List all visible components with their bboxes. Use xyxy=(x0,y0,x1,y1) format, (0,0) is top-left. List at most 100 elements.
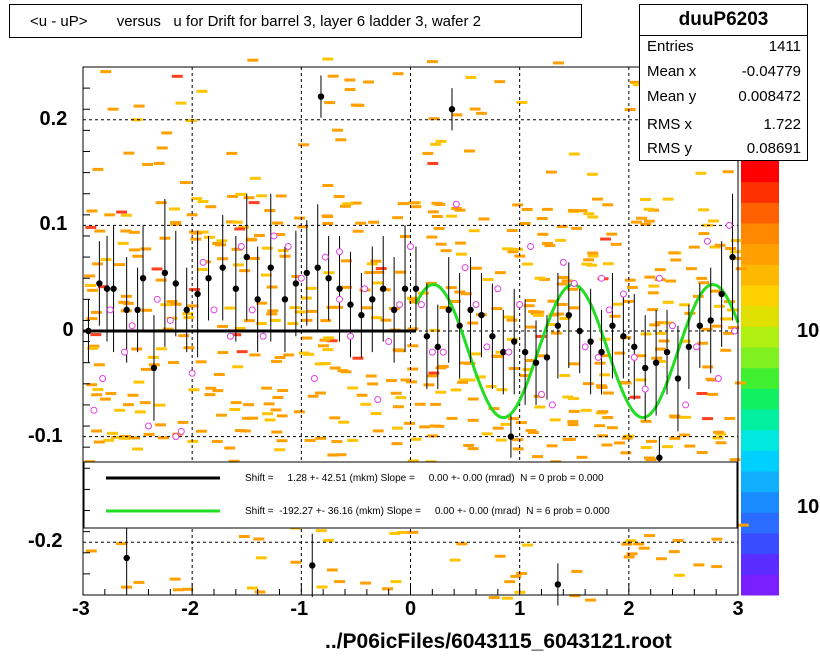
profile-point-filled xyxy=(565,311,572,319)
histogram-cell xyxy=(365,374,377,378)
histogram-cell xyxy=(698,208,709,212)
profile-point-open xyxy=(336,248,344,256)
histogram-cell xyxy=(645,458,657,462)
histogram-cell xyxy=(635,378,647,382)
profile-point-filled xyxy=(219,264,226,271)
source-file-label: ../P06icFiles/6043115_6043121.root xyxy=(325,630,672,653)
z-scale-cell xyxy=(741,264,779,286)
stats-value: -0.04779 xyxy=(741,63,801,80)
histogram-cell xyxy=(104,213,116,217)
histogram-cell xyxy=(332,128,343,132)
histogram-cell xyxy=(356,393,368,397)
histogram-cell xyxy=(143,432,155,436)
histogram-cell xyxy=(721,317,733,321)
histogram-cell xyxy=(373,270,385,274)
histogram-cell xyxy=(553,312,565,316)
profile-point-filled xyxy=(652,359,660,366)
histogram-cell xyxy=(640,419,652,423)
histogram-cell xyxy=(451,206,463,210)
histogram-cell xyxy=(679,339,691,343)
profile-point-filled xyxy=(729,253,736,261)
histogram-cell xyxy=(182,312,194,316)
profile-point-filled xyxy=(390,306,398,314)
profile-point-open xyxy=(494,285,502,293)
histogram-cell xyxy=(344,78,356,82)
profile-point-filled xyxy=(674,375,682,382)
histogram-cell xyxy=(187,439,199,443)
histogram-cell xyxy=(542,241,553,245)
histogram-cell xyxy=(494,554,506,558)
histogram-cell xyxy=(655,321,667,325)
histogram-cell xyxy=(728,326,740,330)
histogram-cell xyxy=(140,367,152,371)
histogram-cell xyxy=(186,213,198,217)
histogram-cell xyxy=(230,401,242,405)
histogram-cell xyxy=(116,210,128,214)
histogram-cell xyxy=(129,248,140,252)
histogram-cell xyxy=(423,383,435,387)
histogram-cell xyxy=(272,221,284,225)
histogram-cell xyxy=(669,414,680,418)
histogram-cell xyxy=(103,438,115,442)
histogram-cell xyxy=(586,172,598,176)
histogram-cell xyxy=(456,252,467,256)
histogram-cell xyxy=(688,245,700,249)
histogram-cell xyxy=(496,388,508,392)
profile-point-filled xyxy=(696,322,703,329)
histogram-cell xyxy=(640,222,652,226)
histogram-cell xyxy=(204,393,216,397)
histogram-cell xyxy=(350,201,362,205)
histogram-cell xyxy=(132,254,144,258)
histogram-cell xyxy=(315,436,327,440)
histogram-cell xyxy=(571,569,583,573)
histogram-cell xyxy=(626,285,638,289)
profile-point-open xyxy=(248,306,256,314)
histogram-cell xyxy=(274,448,286,452)
profile-point-filled xyxy=(96,280,103,287)
profile-point-filled xyxy=(369,296,376,303)
histogram-cell xyxy=(153,161,165,165)
profile-point-filled xyxy=(718,290,725,298)
histogram-cell xyxy=(154,403,166,407)
z-scale-cell xyxy=(741,161,779,183)
histogram-cell xyxy=(702,365,714,369)
histogram-cell xyxy=(488,596,500,600)
profile-point-open xyxy=(669,322,676,330)
histogram-cell xyxy=(662,445,674,449)
histogram-cell xyxy=(271,430,283,434)
histogram-cell xyxy=(161,131,173,135)
profile-point-filled xyxy=(205,275,212,282)
histogram-cell xyxy=(316,585,328,589)
histogram-cell xyxy=(216,239,228,243)
histogram-cell xyxy=(568,362,580,366)
profile-point-open xyxy=(284,243,292,251)
x-tick-label: 2 xyxy=(623,598,635,620)
z-scale-cell xyxy=(741,491,779,513)
histogram-cell xyxy=(326,339,338,343)
histogram-cell xyxy=(249,353,261,357)
histogram-cell xyxy=(370,412,382,416)
histogram-cell xyxy=(234,326,246,330)
histogram-cell xyxy=(427,434,439,438)
histogram-cell xyxy=(709,245,721,249)
histogram-cell xyxy=(263,402,275,406)
histogram-cell xyxy=(495,438,507,442)
histogram-cell xyxy=(714,243,726,247)
histogram-cell xyxy=(643,207,655,211)
profile-point-open xyxy=(417,301,425,309)
histogram-cell xyxy=(599,373,611,377)
profile-point-open xyxy=(237,243,245,251)
histogram-cell xyxy=(320,319,332,323)
histogram-cell xyxy=(465,75,477,79)
histogram-cell xyxy=(612,302,624,306)
histogram-cell xyxy=(217,324,229,328)
histogram-cell xyxy=(512,203,524,207)
histogram-cell xyxy=(458,378,470,382)
histogram-cell xyxy=(602,416,614,420)
profile-point-filled xyxy=(554,322,562,329)
histogram-cell xyxy=(679,303,691,307)
histogram-cell xyxy=(640,198,652,202)
histogram-cell xyxy=(294,310,306,314)
profile-point-open xyxy=(346,332,354,340)
histogram-cell xyxy=(614,351,626,355)
